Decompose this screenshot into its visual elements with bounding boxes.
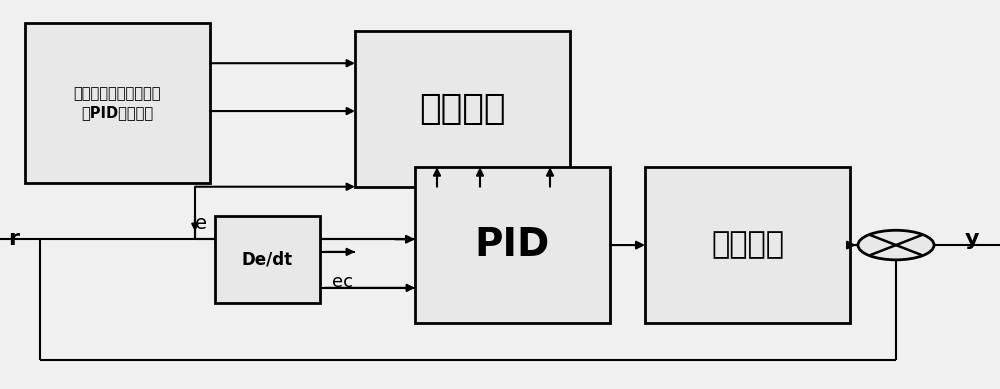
Text: e: e (195, 214, 207, 233)
Bar (215, 216, 320, 303)
Text: r: r (8, 229, 19, 249)
Text: 被控对象: 被控对象 (711, 231, 784, 259)
Text: y: y (965, 229, 980, 249)
Text: 模糊推理: 模糊推理 (419, 92, 506, 126)
Text: De/dt: De/dt (242, 251, 293, 269)
Text: ec: ec (332, 273, 353, 291)
Bar (415, 167, 610, 323)
Text: 根据经验公式法离线确
定PID初始参数: 根据经验公式法离线确 定PID初始参数 (74, 86, 161, 120)
Bar (355, 31, 570, 187)
Circle shape (858, 230, 934, 260)
Bar (25, 23, 210, 183)
Bar (645, 167, 850, 323)
Text: PID: PID (475, 226, 550, 264)
